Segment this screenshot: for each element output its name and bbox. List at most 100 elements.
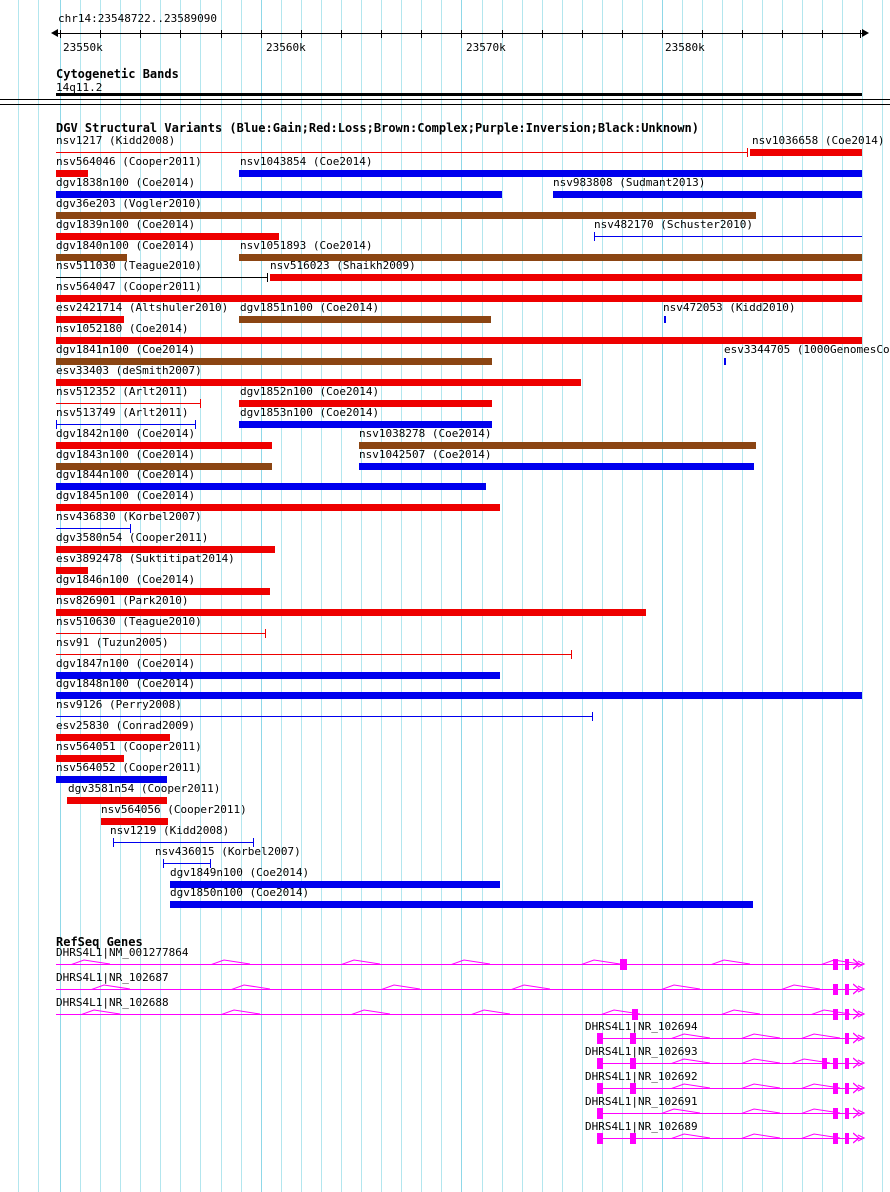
variant-thin-line[interactable] [56, 273, 268, 283]
variant-bar[interactable] [56, 483, 486, 491]
variant-tickmark[interactable] [664, 316, 666, 324]
variant-thin-line[interactable] [56, 398, 201, 408]
variant-label: nsv513749 (Arlt2011) [56, 405, 189, 419]
gene-exon-block[interactable] [630, 1083, 636, 1094]
variant-bar[interactable] [239, 169, 862, 177]
gene-exon-block[interactable] [597, 1083, 603, 1094]
variant-thin-line[interactable] [56, 148, 748, 157]
variant-thin-line[interactable] [56, 628, 266, 638]
variant-bar[interactable] [56, 776, 167, 783]
gene-exon-block[interactable] [833, 1107, 838, 1119]
variant-thin-line[interactable] [56, 524, 131, 534]
gene-exon-block[interactable] [597, 1033, 603, 1045]
variant-thin-line[interactable] [56, 712, 593, 722]
gene-exon-block[interactable] [597, 1132, 603, 1144]
gene-exon-block[interactable] [597, 1058, 603, 1070]
gene-intron-line[interactable] [56, 988, 862, 990]
gene-intron-line[interactable] [56, 964, 862, 965]
variant-thin-line[interactable] [594, 231, 862, 241]
gene-exon-block[interactable] [833, 983, 838, 995]
gene-intron-line[interactable] [597, 1112, 862, 1114]
gene-strand-hump-icon [660, 1108, 700, 1114]
gene-exon-block[interactable] [833, 959, 838, 970]
variant-bar[interactable] [270, 274, 862, 282]
ruler-tick-label: 23580k [665, 41, 705, 54]
genomic-ruler[interactable] [51, 29, 869, 38]
variant-bar[interactable] [56, 546, 275, 554]
variant-bar[interactable] [56, 211, 756, 219]
gene-strand-hump-icon [600, 1009, 640, 1015]
ruler-tick [261, 30, 262, 38]
variant-bar[interactable] [239, 316, 491, 324]
variant-bar[interactable] [56, 232, 279, 240]
variant-bar[interactable] [239, 253, 862, 261]
variant-bar[interactable] [56, 755, 124, 763]
gene-intron-line[interactable] [597, 1038, 862, 1040]
variant-bar[interactable] [56, 587, 270, 595]
variant-bar[interactable] [239, 399, 492, 407]
gene-exon-block[interactable] [845, 1132, 849, 1144]
gene-exon-block[interactable] [630, 1132, 636, 1144]
gene-intron-line[interactable] [597, 1137, 862, 1139]
gene-exon-block[interactable] [833, 1058, 838, 1070]
gene-strand-hump-icon [580, 959, 620, 965]
gene-exon-block[interactable] [620, 959, 627, 970]
variant-bar[interactable] [56, 358, 492, 365]
gene-exon-block[interactable] [630, 1058, 636, 1070]
variant-bar[interactable] [170, 901, 753, 909]
variant-bar[interactable] [56, 253, 127, 261]
variant-bar[interactable] [359, 462, 754, 470]
gene-strand-hump-icon [670, 1083, 710, 1089]
gene-strand-hump-icon [790, 1058, 830, 1065]
variant-bar[interactable] [239, 420, 492, 428]
variant-bar[interactable] [67, 796, 167, 804]
variant-bar[interactable] [170, 880, 500, 888]
gene-intron-line[interactable] [597, 1088, 862, 1089]
variant-label: nsv472053 (Kidd2010) [663, 301, 796, 315]
gene-exon-block[interactable] [833, 1132, 838, 1144]
gene-strand-hump-icon [210, 959, 250, 965]
variant-bar[interactable] [56, 337, 862, 345]
variant-bar[interactable] [56, 295, 862, 303]
variant-bar[interactable] [56, 692, 862, 700]
variant-bar[interactable] [56, 441, 272, 449]
variant-bar[interactable] [56, 462, 272, 470]
variant-thin-line[interactable] [56, 649, 572, 659]
gene-exon-block[interactable] [845, 983, 849, 995]
variant-bar[interactable] [101, 817, 168, 825]
variant-bar[interactable] [56, 504, 500, 512]
gene-intron-line[interactable] [56, 1013, 862, 1015]
gene-exon-block[interactable] [845, 959, 849, 970]
gene-exon-block[interactable] [845, 1058, 849, 1070]
variant-bar[interactable] [56, 169, 88, 177]
variant-thin-line[interactable] [163, 858, 211, 868]
gene-exon-block[interactable] [845, 1008, 849, 1020]
cytogenetic-band-bar [56, 93, 862, 96]
variant-thin-line[interactable] [56, 419, 196, 429]
gene-exon-block[interactable] [833, 1008, 838, 1020]
gene-exon-block[interactable] [833, 1083, 838, 1094]
variant-bar[interactable] [56, 734, 170, 742]
gene-intron-line[interactable] [597, 1063, 862, 1065]
gene-exon-block[interactable] [630, 1033, 636, 1045]
variant-bar[interactable] [750, 149, 862, 156]
gene-exon-block[interactable] [597, 1107, 603, 1119]
variant-bar[interactable] [56, 316, 124, 324]
variant-tickmark[interactable] [724, 358, 726, 365]
variant-bar[interactable] [56, 378, 581, 386]
variant-bar[interactable] [56, 190, 502, 198]
gene-exon-block[interactable] [845, 1033, 849, 1045]
gene-exon-block[interactable] [845, 1107, 849, 1119]
variant-bar[interactable] [359, 441, 756, 449]
variant-bar[interactable] [56, 671, 500, 679]
gene-exon-block[interactable] [845, 1083, 849, 1094]
variant-bar[interactable] [56, 608, 646, 616]
gene-strand-hump-icon [660, 984, 700, 990]
variant-thin-line[interactable] [113, 837, 254, 847]
variant-bar[interactable] [553, 190, 862, 198]
gene-exon-block[interactable] [822, 1058, 827, 1070]
variant-bar[interactable] [56, 567, 88, 574]
variant-label: dgv1840n100 (Coe2014) [56, 238, 196, 252]
gene-exon-block[interactable] [632, 1008, 638, 1020]
